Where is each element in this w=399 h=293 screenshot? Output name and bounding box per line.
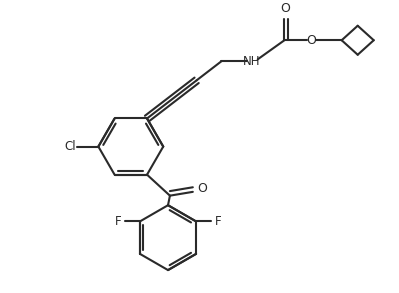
Text: O: O: [198, 182, 207, 195]
Text: NH: NH: [243, 55, 261, 68]
Text: Cl: Cl: [65, 140, 76, 153]
Text: O: O: [306, 34, 316, 47]
Text: F: F: [215, 215, 221, 228]
Text: O: O: [280, 2, 290, 15]
Text: F: F: [115, 215, 121, 228]
